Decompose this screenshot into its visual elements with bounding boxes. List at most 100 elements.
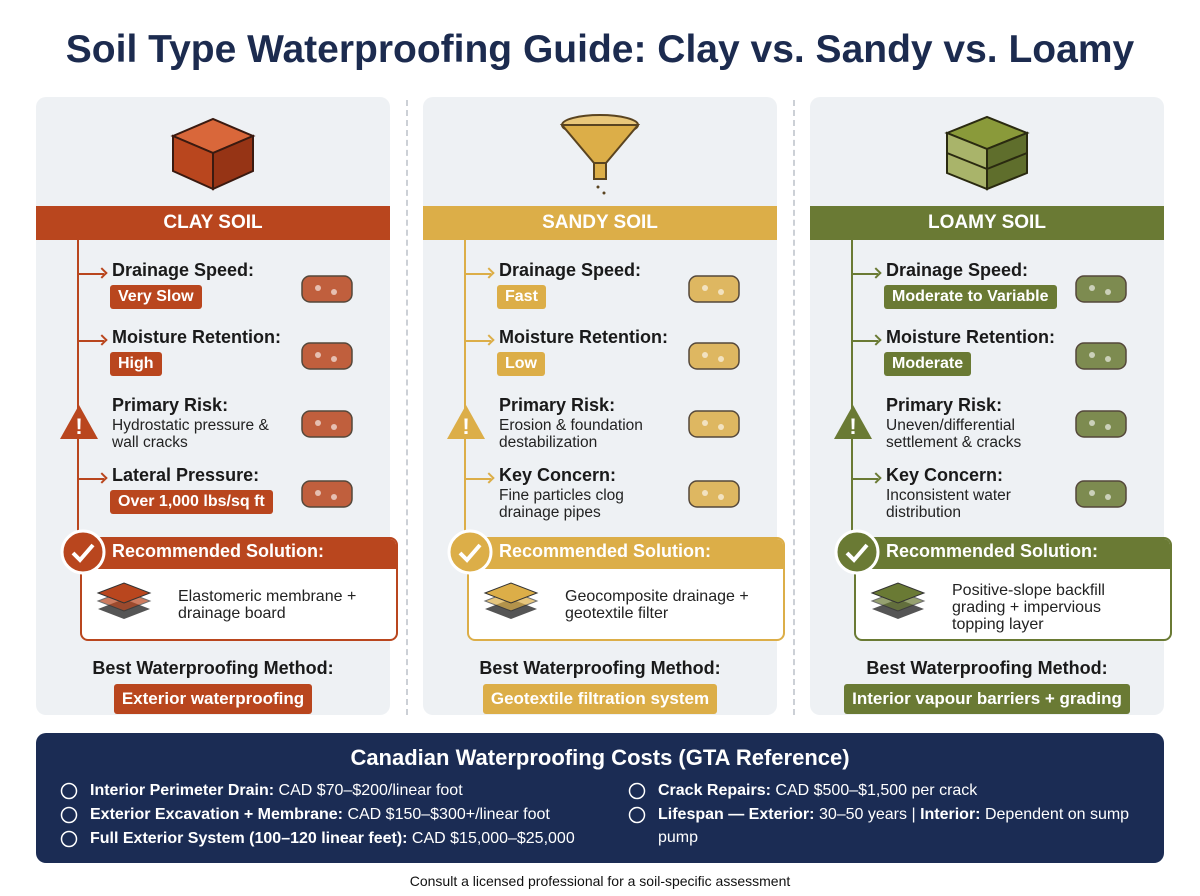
svg-text:!: ! — [462, 414, 469, 439]
layers-icon — [481, 579, 541, 630]
item-label: Drainage Speed: — [499, 260, 642, 280]
cost-item: Full Exterior System (100–120 linear fee… — [90, 827, 630, 850]
solution-text: Geocomposite drainage + geotextile filte… — [565, 588, 749, 622]
arrow-line — [465, 478, 491, 480]
item-value: Over 1,000 lbs/sq ft — [110, 490, 273, 514]
cost-text: 30–50 years | — [818, 806, 916, 823]
item-icon — [298, 333, 358, 380]
arrow-line — [78, 273, 104, 275]
arrow-head — [870, 472, 882, 484]
cost-item: Interior Perimeter Drain: CAD $70–$200/l… — [90, 779, 630, 802]
item-value: Fast — [497, 285, 546, 309]
cost-text: Dependent on sump pump — [658, 806, 1130, 846]
arrow-line — [852, 478, 878, 480]
cost-title: Canadian Waterproofing Costs (GTA Refere… — [350, 745, 850, 770]
connector — [851, 240, 853, 551]
item-label: Moisture Retention: — [886, 327, 1055, 347]
arrow-head — [96, 472, 108, 484]
check-icon — [447, 529, 493, 580]
solution-text: Positive-slope backfill grading + imperv… — [952, 582, 1105, 633]
separator — [406, 100, 408, 715]
solution-header — [82, 539, 396, 569]
item-icon — [1072, 471, 1132, 518]
cost-label: Crack Repairs: — [658, 782, 771, 799]
arrow-head — [483, 472, 495, 484]
cost-icon — [60, 806, 80, 829]
arrow-head — [96, 334, 108, 346]
solution-label: Recommended Solution: — [112, 541, 325, 561]
item-value: Moderate — [884, 352, 972, 376]
item-value: Low — [497, 352, 545, 376]
cost-icon — [60, 782, 80, 805]
item-text: Erosion & foundation destabilization — [499, 417, 643, 451]
method-badge: Interior vapour barriers + grading — [844, 684, 1130, 714]
item-icon — [298, 401, 358, 448]
cost-box: Canadian Waterproofing Costs (GTA Refere… — [36, 733, 1164, 863]
arrow-head — [870, 267, 882, 279]
cost-label: Interior: — [920, 806, 981, 823]
method-badge: Geotextile filtration system — [482, 684, 718, 714]
method-badge: Exterior waterproofing — [113, 684, 313, 714]
arrow-line — [78, 478, 104, 480]
item-label: Moisture Retention: — [499, 327, 668, 347]
solution-text: Elastomeric membrane + drainage board — [178, 588, 357, 622]
layers-icon — [94, 579, 154, 630]
soil-illustration — [163, 111, 263, 196]
item-label: Key Concern: — [886, 465, 1004, 485]
cost-label: Exterior Excavation + Membrane: — [90, 806, 343, 823]
warning-icon: ! — [832, 403, 874, 446]
item-icon — [298, 266, 358, 313]
connector — [464, 240, 466, 551]
connector — [77, 240, 79, 551]
cost-icon — [628, 806, 648, 829]
cost-icon — [60, 830, 80, 853]
cost-text: CAD $500–$1,500 per crack — [775, 782, 978, 799]
method-wrap: Exterior waterproofing — [36, 684, 390, 714]
item-icon — [298, 471, 358, 518]
item-icon — [685, 266, 745, 313]
solution-label: Recommended Solution: — [499, 541, 712, 561]
item-icon — [685, 401, 745, 448]
item-icon — [685, 471, 745, 518]
method-wrap: Interior vapour barriers + grading — [810, 684, 1164, 714]
item-icon — [1072, 266, 1132, 313]
arrow-head — [96, 267, 108, 279]
arrow-head — [483, 267, 495, 279]
soil-column: LOAMY SOIL Drainage Speed: Moderate to Var… — [810, 97, 1172, 715]
column-header: SANDY SOIL — [423, 206, 777, 240]
cost-text: CAD $15,000–$25,000 — [411, 830, 575, 847]
svg-text:!: ! — [75, 414, 82, 439]
item-value: Moderate to Variable — [884, 285, 1057, 309]
item-icon — [685, 333, 745, 380]
arrow-head — [870, 334, 882, 346]
cost-item: Exterior Excavation + Membrane: CAD $150… — [90, 803, 630, 826]
item-label: Primary Risk: — [499, 395, 616, 415]
item-label: Key Concern: — [499, 465, 617, 485]
item-value: Very Slow — [110, 285, 202, 309]
method-label: Best Waterproofing Method: — [866, 658, 1108, 678]
cost-label: Full Exterior System (100–120 linear fee… — [90, 830, 408, 847]
cost-item: Lifespan — Exterior: 30–50 years | Inter… — [658, 803, 1148, 849]
arrow-line — [852, 273, 878, 275]
arrow-line — [852, 340, 878, 342]
soil-illustration — [550, 111, 650, 206]
method-label: Best Waterproofing Method: — [92, 658, 334, 678]
soil-column: SANDY SOIL Drainage Speed: Fast Moisture Re… — [423, 97, 785, 715]
item-text: Fine particles clog drainage pipes — [499, 487, 624, 521]
warning-icon: ! — [445, 403, 487, 446]
title: Soil Type Waterproofing Guide: Clay vs. … — [65, 28, 1135, 71]
cost-label: Interior Perimeter Drain: — [90, 782, 275, 799]
cost-label: Lifespan — Exterior: — [658, 806, 815, 823]
layers-icon — [868, 579, 928, 630]
item-label: Lateral Pressure: — [112, 465, 260, 485]
cost-text: CAD $70–$200/linear foot — [278, 782, 463, 799]
separator — [793, 100, 795, 715]
solution-header — [856, 539, 1170, 569]
column-header: CLAY SOIL — [36, 206, 390, 240]
item-label: Drainage Speed: — [112, 260, 255, 280]
soil-illustration — [937, 111, 1037, 196]
cost-text: CAD $150–$300+/linear foot — [347, 806, 550, 823]
item-text: Uneven/differential settlement & cracks — [886, 417, 1022, 451]
method-label: Best Waterproofing Method: — [479, 658, 721, 678]
check-icon — [60, 529, 106, 580]
